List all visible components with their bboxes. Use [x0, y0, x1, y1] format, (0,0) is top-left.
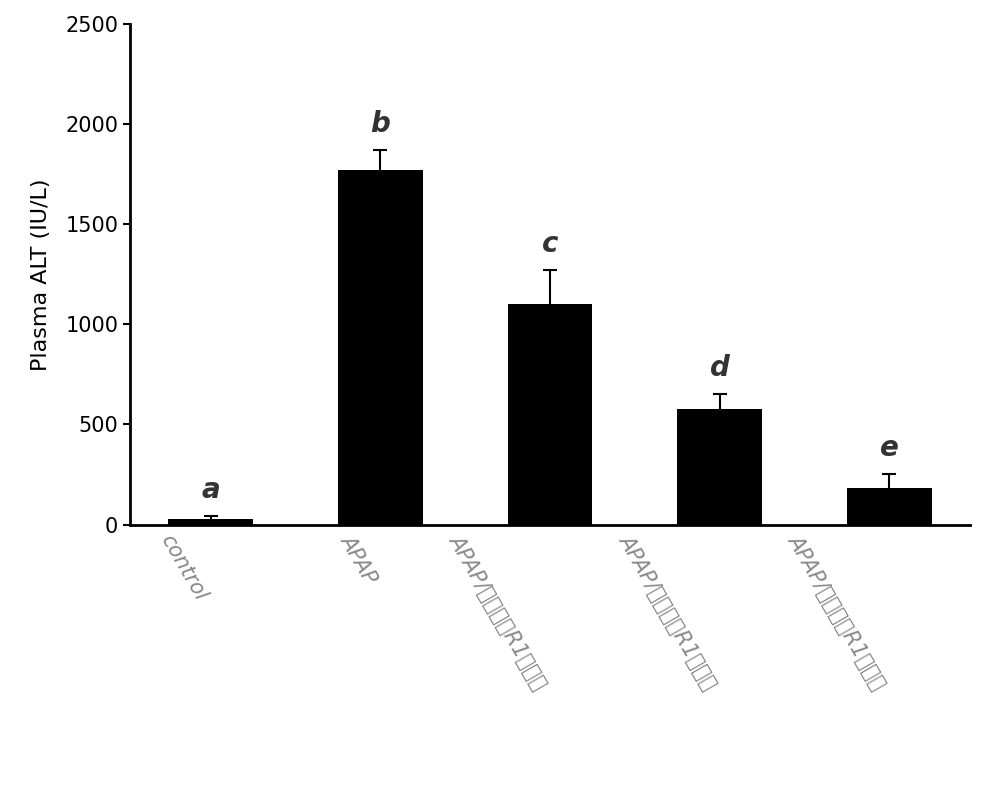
Text: c: c	[542, 230, 558, 258]
Text: d: d	[710, 354, 730, 383]
Text: a: a	[201, 475, 220, 504]
Y-axis label: Plasma ALT (IU/L): Plasma ALT (IU/L)	[31, 178, 51, 370]
Text: e: e	[880, 433, 899, 462]
Text: b: b	[370, 111, 390, 138]
Bar	[508, 304, 592, 525]
Bar	[847, 487, 932, 525]
Bar	[677, 409, 762, 525]
Bar	[338, 170, 423, 525]
Bar	[168, 519, 253, 525]
